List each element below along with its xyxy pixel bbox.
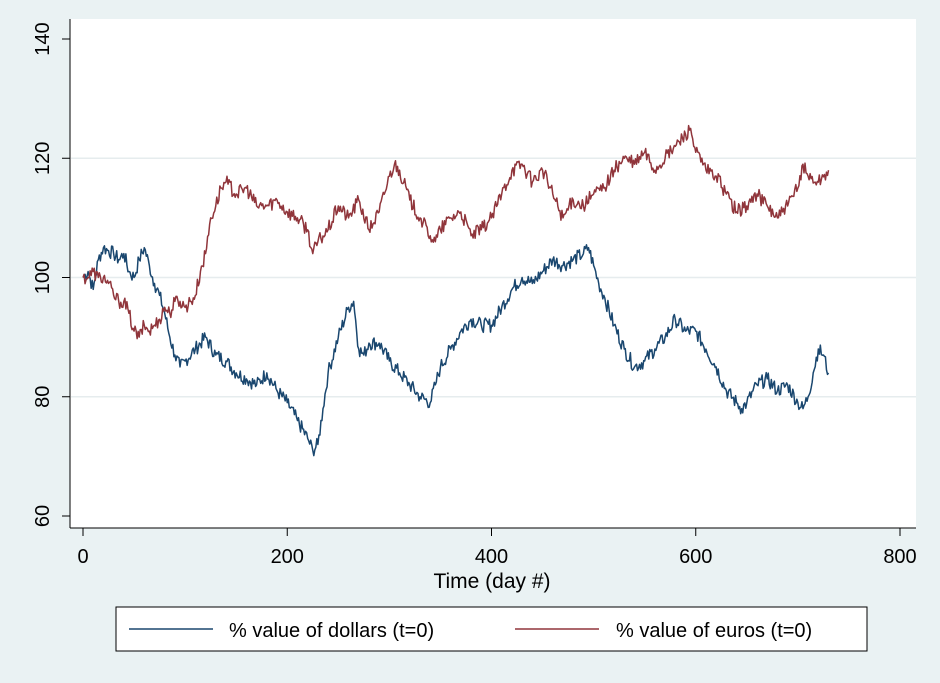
legend: % value of dollars (t=0) % value of euro… xyxy=(115,606,868,652)
x-ticks: 0 200 400 600 800 xyxy=(77,528,917,568)
x-axis-title: Time (day #) xyxy=(433,570,550,593)
x-tick-label: 400 xyxy=(475,546,508,568)
legend-label-dollars: % value of dollars (t=0) xyxy=(229,620,434,642)
series-layer xyxy=(82,124,830,457)
legend-box xyxy=(115,606,868,652)
y-ticks: 60 80 100 120 140 xyxy=(32,22,70,527)
grid-lines xyxy=(71,157,916,398)
y-tick-label: 120 xyxy=(32,142,54,175)
y-tick-label: 100 xyxy=(32,261,54,294)
x-tick-label: 0 xyxy=(77,546,88,568)
series-line-euros xyxy=(82,124,830,340)
plot-area xyxy=(70,19,916,528)
series-line-dollars xyxy=(82,244,830,457)
x-tick-label: 200 xyxy=(271,546,304,568)
axes xyxy=(69,19,916,529)
legend-label-euros: % value of euros (t=0) xyxy=(616,620,812,642)
x-tick-label: 800 xyxy=(883,546,916,568)
x-tick-label: 600 xyxy=(679,546,712,568)
y-tick-label: 60 xyxy=(32,505,54,527)
y-tick-label: 80 xyxy=(32,386,54,408)
y-tick-label: 140 xyxy=(32,22,54,55)
